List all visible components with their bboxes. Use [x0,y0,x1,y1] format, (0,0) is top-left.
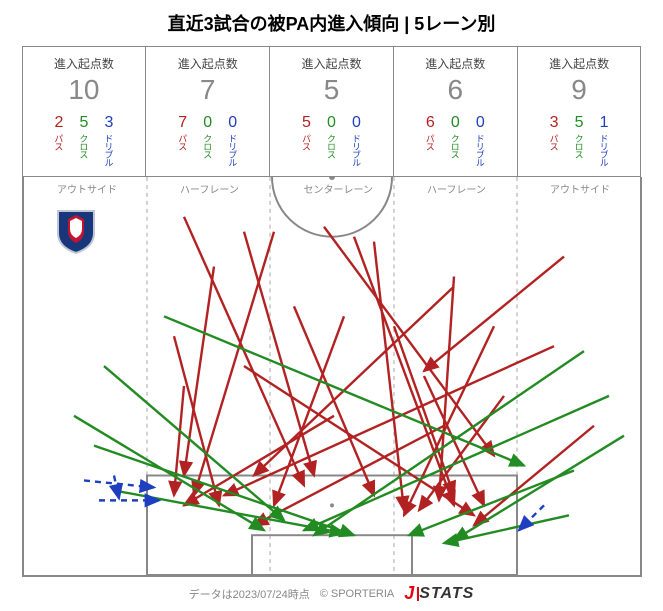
footer-brand-logo: J STATS [404,583,474,604]
chart-footer: データは2023/07/24時点 © SPORTERIA J STATS [22,583,642,604]
cross-arrow [104,366,284,520]
cross-arrow [454,436,624,540]
lane-total-value: 5 [274,74,389,106]
pass-label: パス [548,134,561,150]
lane-total-value: 9 [522,74,637,106]
cross-count: 5 [575,114,584,132]
cross-count: 0 [451,114,460,132]
cross-count: 0 [327,114,336,132]
cross-label: クロス [77,134,90,158]
lane-zone-label: センターレーン [304,181,374,196]
pass-count: 2 [54,114,63,132]
lane-total-value: 7 [150,74,265,106]
lane-metric-label: 進入起点数 [150,55,265,72]
dribble-arrow [114,476,119,499]
lane-zone-label: ハーフレーン [427,181,486,196]
lane-header-cell: 進入起点数 7 7 パス 0 クロス 0 ドリブル [145,46,269,177]
pass-label: パス [300,134,313,150]
dribble-arrow [84,480,154,487]
pass-arrow [324,227,494,456]
lane-header-cell: 進入起点数 9 3 パス 5 クロス 1 ドリブル [517,46,642,177]
pass-count: 5 [302,114,311,132]
team-badge [54,207,98,255]
dribble-label: ドリブル [474,134,487,166]
cross-arrow [164,316,524,465]
pass-count: 3 [550,114,559,132]
lane-breakdown: 7 パス 0 クロス 0 ドリブル [150,114,265,166]
lane-total-value: 6 [398,74,513,106]
chart-title: 直近3試合の被PA内進入傾向 | 5レーン別 [22,10,642,36]
dribble-label: ドリブル [598,134,611,166]
lane-metric-label: 進入起点数 [398,55,513,72]
lane-breakdown: 6 パス 0 クロス 0 ドリブル [398,114,513,166]
cross-count: 0 [203,114,212,132]
cross-label: クロス [573,134,586,158]
lane-breakdown: 5 パス 0 クロス 0 ドリブル [274,114,389,166]
pass-count: 6 [426,114,435,132]
footer-data-note: データは2023/07/24時点 [189,586,310,602]
pass-label: パス [424,134,437,150]
lane-zone-label: アウトサイド [550,181,610,196]
pitch-area: アウトサイド ハーフレーン センターレーン ハーフレーン アウトサイド [22,177,642,577]
cross-arrow [94,446,354,536]
lane-zone-label: アウトサイド [57,181,117,196]
cross-arrow [409,471,574,536]
lane-header-cell: 進入起点数 5 5 パス 0 クロス 0 ドリブル [269,46,393,177]
cross-label: クロス [325,134,338,158]
lane-zone-label: ハーフレーン [180,181,239,196]
dribble-count: 0 [228,114,237,132]
dribble-label: ドリブル [226,134,239,166]
lane-header-cell: 進入起点数 6 6 パス 0 クロス 0 ドリブル [393,46,517,177]
cross-arrow [304,396,609,530]
cross-arrow [444,515,569,543]
dribble-count: 1 [600,114,609,132]
dribble-label: ドリブル [350,134,363,166]
lane-breakdown: 3 パス 5 クロス 1 ドリブル [522,114,637,166]
pass-label: パス [176,134,189,150]
pass-arrow [294,306,374,495]
dribble-count: 3 [104,114,113,132]
pass-arrow [374,242,404,511]
pass-count: 7 [178,114,187,132]
cross-label: クロス [449,134,462,158]
pitch-svg [24,177,640,575]
cross-label: クロス [201,134,214,158]
lane-total-value: 10 [27,74,142,106]
pass-label: パス [52,134,65,150]
cross-count: 5 [79,114,88,132]
dribble-count: 0 [352,114,361,132]
lane-header-cell: 進入起点数 10 2 パス 5 クロス 3 ドリブル [22,46,146,177]
lane-metric-label: 進入起点数 [522,55,637,72]
lane-metric-label: 進入起点数 [274,55,389,72]
lane-metric-label: 進入起点数 [27,55,142,72]
lane-breakdown: 2 パス 5 クロス 3 ドリブル [27,114,142,166]
dribble-label: ドリブル [102,134,115,166]
pass-arrow [424,257,564,371]
footer-copyright: © SPORTERIA [320,588,395,600]
dribble-count: 0 [476,114,485,132]
lane-header-row: 進入起点数102パス5クロス3ドリブル進入起点数77パス0クロス0ドリブル進入起… [22,46,642,177]
